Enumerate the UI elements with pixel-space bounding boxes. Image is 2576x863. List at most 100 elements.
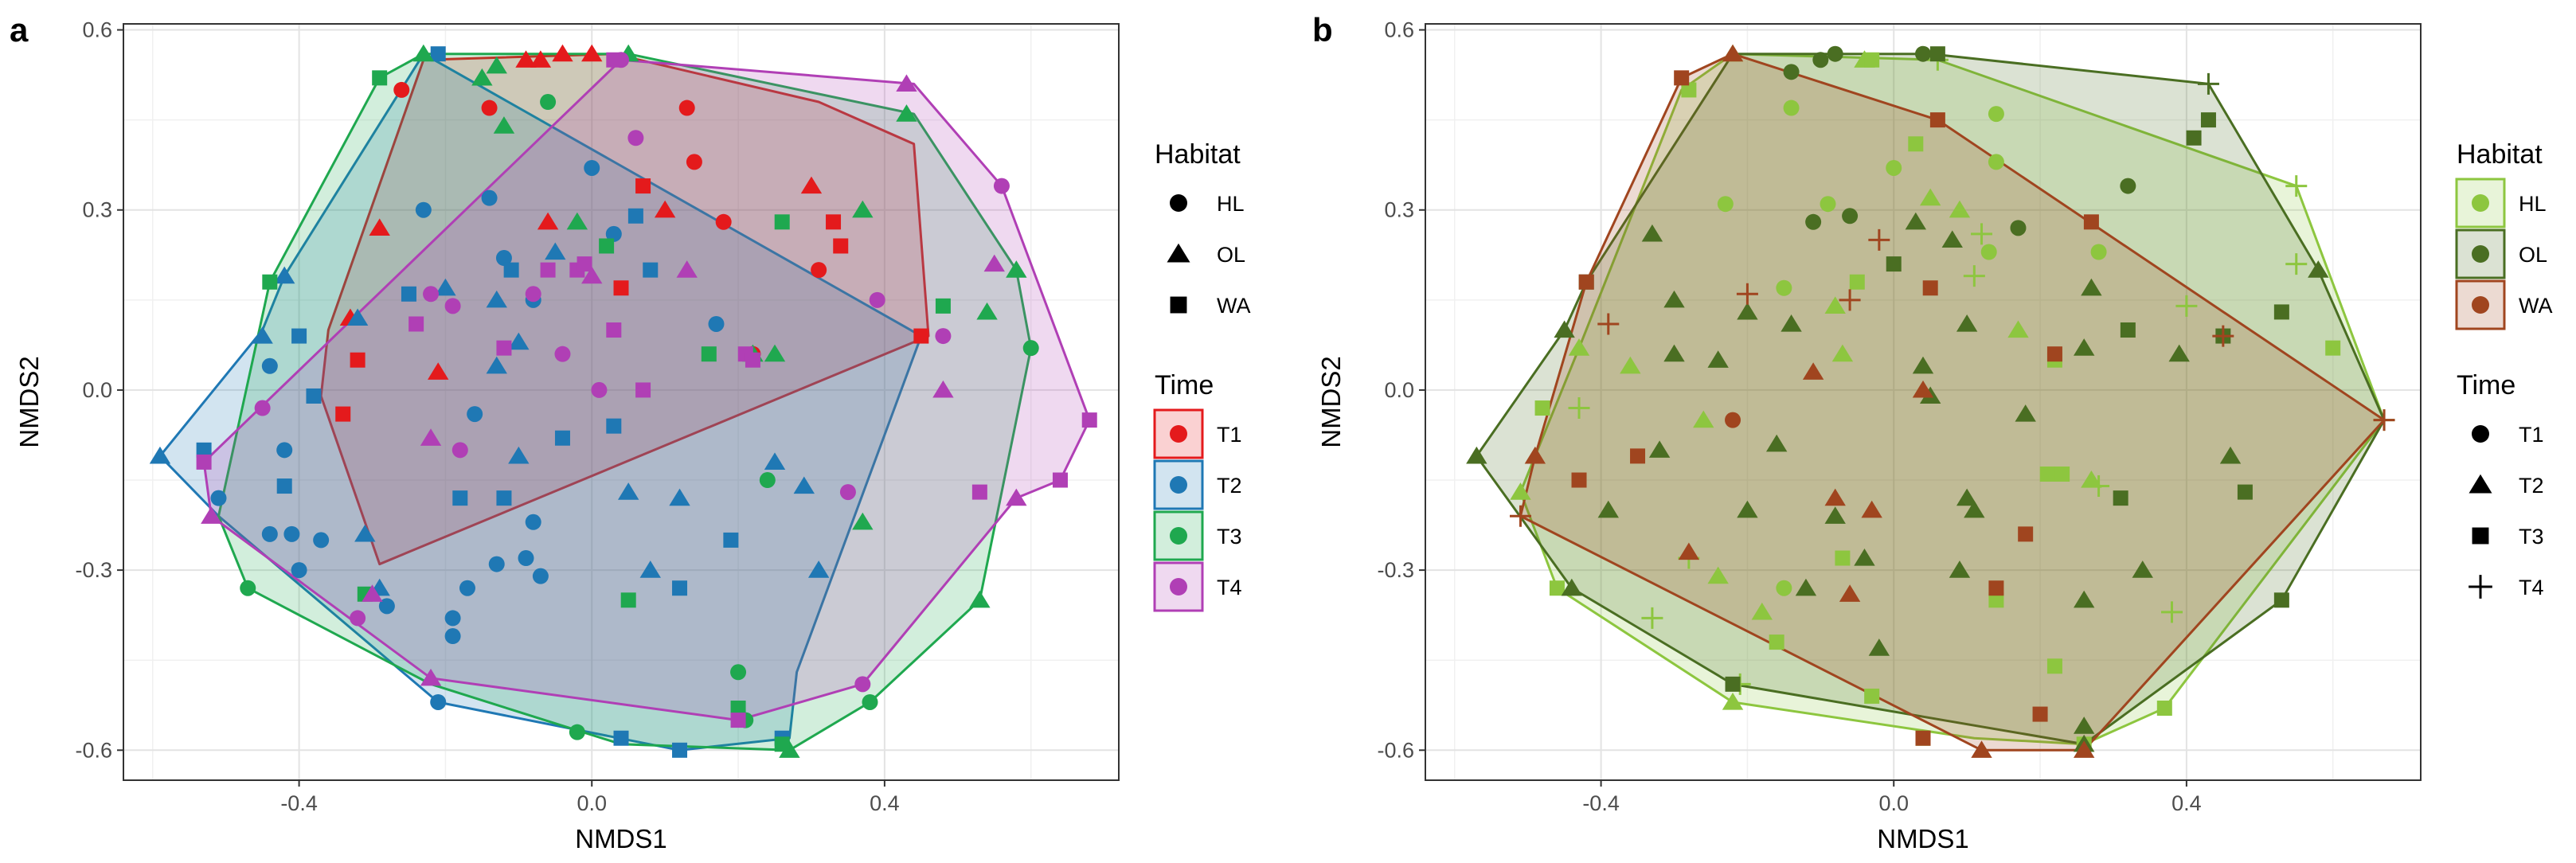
data-point [196,454,212,470]
legend-label: WA [2519,294,2553,318]
data-point [1510,482,1531,500]
data-point [495,250,512,267]
data-point [983,254,1005,272]
data-point [335,406,351,422]
data-point [833,238,849,254]
legend-key-marker [1170,296,1187,314]
panel-b-x-axis-title: NMDS1 [1877,824,1969,853]
data-point [401,286,416,302]
data-point [620,592,636,608]
data-point [1824,506,1846,524]
data-point [759,472,776,489]
data-point [313,532,330,549]
data-point [2046,346,2062,362]
data-point [606,418,622,434]
data-point [240,580,256,596]
legend-label: OL [2519,243,2547,267]
data-point [2074,717,2095,734]
data-point [1864,52,1880,68]
y-tick-label: -0.6 [1377,738,1414,762]
data-point [701,346,717,362]
data-point [1674,70,1690,86]
data-point [1929,46,1945,62]
data-point [599,238,615,254]
panel-b-gridlines [1425,24,2421,780]
x-tick-label: 0.4 [2171,791,2202,815]
data-point [481,189,498,206]
panel-a-plot-border [123,23,1120,781]
y-tick-label: 0.3 [1384,198,1414,222]
data-point [1783,100,1800,116]
data-point [532,568,549,584]
data-point [540,262,556,278]
data-point [1597,313,1620,335]
data-point [2285,253,2308,275]
data-point [276,478,292,494]
data-point [1549,580,1565,596]
data-point [1571,472,1587,488]
legend-key-marker [1170,425,1187,443]
panel-a: a -0.6 -0.3 0.0 0.3 0.6 -0.4 0.0 0.4 NMDS1 NMD… [10,11,1251,853]
data-point [1805,213,1822,230]
data-point [525,286,541,303]
legend-key [1153,561,1204,612]
data-point [764,452,786,470]
data-point [1956,314,1978,332]
data-point [196,442,212,458]
legend-label: T2 [2519,474,2544,498]
data-point [932,380,954,398]
data-point [554,430,570,446]
data-point [1964,500,1985,518]
data-point [2083,214,2099,230]
data-point [537,212,559,230]
legend-key [2455,228,2506,279]
data-point [577,256,592,272]
data-point [935,328,952,345]
data-point [1052,472,1068,488]
data-point [444,628,461,645]
data-point [2161,601,2183,623]
data-point [471,68,493,86]
data-point [2081,278,2102,296]
y-tick-label: 0.6 [82,18,112,42]
data-point [811,262,827,279]
data-point [708,315,725,332]
data-point [1919,188,1941,206]
data-point [451,442,468,459]
data-point [913,328,929,344]
data-point [643,262,659,278]
data-point [1006,260,1027,278]
data-point [1678,542,1700,560]
data-point [1597,500,1619,518]
data-point [1707,350,1729,368]
data-point [1905,212,1927,230]
data-point [1839,584,1861,602]
legend-key-marker [1167,243,1190,263]
data-point [430,46,446,62]
data-point [869,291,885,308]
x-tick-label: 0.0 [1878,791,1909,815]
data-point [715,213,732,230]
data-point [1835,550,1851,566]
data-point [635,178,651,194]
data-point [486,290,507,308]
data-point [2197,72,2219,95]
x-tick-label: 0.0 [577,791,607,815]
data-point [2325,340,2341,356]
data-point [423,286,440,303]
data-point [1751,602,1773,620]
data-point [2168,344,2190,362]
data-point [1681,82,1697,98]
data-point [1006,488,1027,506]
data-point [1949,560,1971,578]
panel-a-y-ticks: -0.6 -0.3 0.0 0.3 0.6 [75,18,123,762]
data-point [1802,362,1824,380]
data-point [1466,446,1487,464]
data-point [1839,289,1861,311]
legend-key [1153,459,1204,510]
data-point [2373,409,2395,432]
data-point [1081,412,1097,428]
legend-key-marker [2472,296,2489,314]
